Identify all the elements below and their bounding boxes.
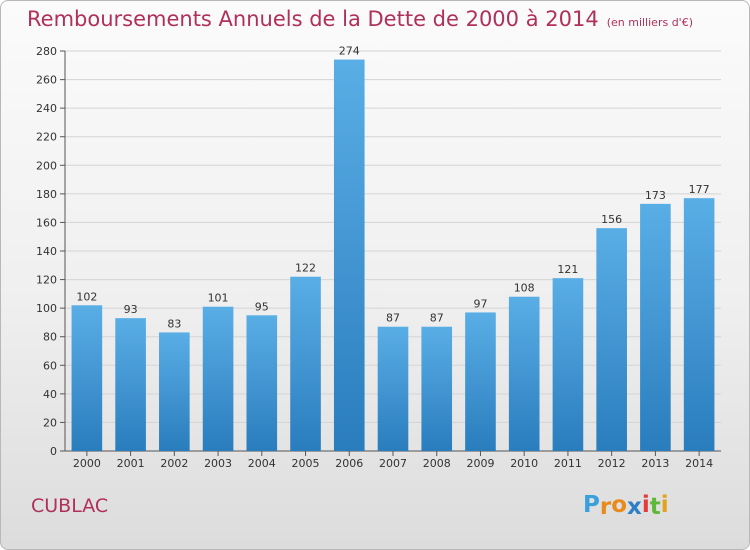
- bar-value-label: 95: [255, 300, 269, 313]
- y-tick-label: 140: [36, 245, 57, 258]
- bar-value-label: 177: [689, 183, 710, 196]
- x-tick-label: 2010: [510, 457, 538, 470]
- bar: [377, 326, 409, 451]
- x-tick-label: 2013: [641, 457, 669, 470]
- bar: [159, 332, 190, 451]
- proxiti-logo: Proxiti: [583, 492, 693, 524]
- y-tick-label: 160: [36, 216, 57, 229]
- x-tick-label: 2001: [117, 457, 145, 470]
- title-text: Remboursements Annuels de la Dette de 20…: [27, 7, 599, 31]
- x-tick-label: 2011: [554, 457, 582, 470]
- y-tick-label: 20: [43, 416, 57, 429]
- bar-value-label: 87: [386, 312, 400, 325]
- y-tick-label: 60: [43, 359, 57, 372]
- y-tick-label: 0: [50, 445, 57, 458]
- logo-letter: o: [611, 492, 628, 518]
- labels: 0 20 40 60 80 100 120 140 160 180 200 220 240 260 280 1…: [36, 45, 713, 470]
- logo-letter: i: [660, 492, 669, 518]
- chart-subtitle: (en milliers d'€): [606, 16, 693, 29]
- bar: [290, 276, 321, 451]
- y-tick-label: 40: [43, 388, 57, 401]
- y-tick-label: 280: [36, 45, 57, 58]
- bar: [246, 315, 278, 451]
- bar-value-label: 173: [645, 189, 666, 202]
- bar: [640, 203, 671, 451]
- x-tick-label: 2006: [335, 457, 363, 470]
- bar-value-label: 108: [514, 282, 535, 295]
- logo-letter: i: [641, 492, 650, 518]
- bar: [71, 305, 103, 451]
- bar: [115, 318, 146, 451]
- y-tick-label: 120: [36, 274, 57, 287]
- bar: [683, 198, 715, 451]
- bar: [596, 228, 627, 451]
- bar-value-label: 101: [208, 292, 229, 305]
- y-tick-label: 260: [36, 74, 57, 87]
- y-tick-label: 80: [43, 331, 57, 344]
- x-tick-label: 2005: [292, 457, 320, 470]
- bar: [202, 306, 234, 451]
- bar-value-label: 87: [430, 312, 444, 325]
- bar: [333, 59, 365, 451]
- bar-value-label: 97: [473, 297, 487, 310]
- x-tick-label: 2008: [423, 457, 451, 470]
- x-tick-label: 2012: [598, 457, 626, 470]
- x-tick-label: 2009: [466, 457, 494, 470]
- bar: [421, 326, 453, 451]
- y-tick-label: 240: [36, 102, 57, 115]
- y-tick-label: 100: [36, 302, 57, 315]
- x-tick-label: 2004: [248, 457, 276, 470]
- bar-value-label: 156: [601, 213, 622, 226]
- y-tick-label: 200: [36, 159, 57, 172]
- logo-letter: r: [599, 494, 612, 520]
- x-tick-label: 2002: [160, 457, 188, 470]
- bar-value-label: 93: [124, 303, 138, 316]
- bar: [465, 312, 496, 451]
- bars: [71, 59, 715, 451]
- chart-title: Remboursements Annuels de la Dette de 20…: [27, 7, 693, 31]
- bar-value-label: 102: [76, 290, 97, 303]
- logo-letter: P: [583, 492, 600, 518]
- bar-value-label: 274: [339, 45, 360, 58]
- bar: [508, 296, 540, 451]
- logo-letter: x: [627, 494, 642, 520]
- x-tick-label: 2003: [204, 457, 232, 470]
- y-tick-label: 180: [36, 188, 57, 201]
- logo-letter: t: [649, 494, 661, 520]
- bar: [552, 278, 584, 451]
- y-tick-label: 220: [36, 131, 57, 144]
- bar-value-label: 83: [167, 317, 181, 330]
- place-name: CUBLAC: [31, 495, 109, 517]
- bar-value-label: 121: [557, 263, 578, 276]
- x-tick-label: 2000: [73, 457, 101, 470]
- x-tick-label: 2014: [685, 457, 713, 470]
- x-tick-label: 2007: [379, 457, 407, 470]
- bar-value-label: 122: [295, 262, 316, 275]
